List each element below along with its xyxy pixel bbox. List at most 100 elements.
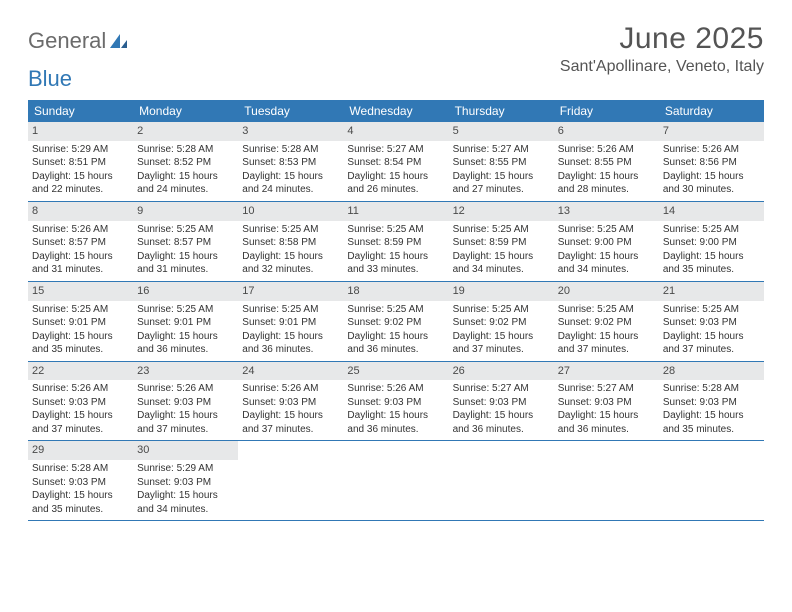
- sunset-line: Sunset: 9:03 PM: [32, 396, 129, 410]
- sunrise-line: Sunrise: 5:26 AM: [137, 382, 234, 396]
- day-body: Sunrise: 5:25 AMSunset: 9:01 PMDaylight:…: [133, 301, 238, 361]
- day-cell: 9Sunrise: 5:25 AMSunset: 8:57 PMDaylight…: [133, 202, 238, 281]
- sunrise-line: Sunrise: 5:28 AM: [663, 382, 760, 396]
- day-cell: [238, 441, 343, 520]
- daylight-line: Daylight: 15 hours and 34 minutes.: [558, 250, 655, 277]
- sunrise-line: Sunrise: 5:25 AM: [347, 223, 444, 237]
- day-number: 25: [343, 362, 448, 381]
- daylight-line: Daylight: 15 hours and 28 minutes.: [558, 170, 655, 197]
- weekday-header: Saturday: [659, 100, 764, 122]
- day-number: 14: [659, 202, 764, 221]
- sunset-line: Sunset: 9:03 PM: [242, 396, 339, 410]
- day-cell: 13Sunrise: 5:25 AMSunset: 9:00 PMDayligh…: [554, 202, 659, 281]
- sunrise-line: Sunrise: 5:28 AM: [137, 143, 234, 157]
- day-body: Sunrise: 5:27 AMSunset: 8:55 PMDaylight:…: [449, 141, 554, 201]
- daylight-line: Daylight: 15 hours and 37 minutes.: [453, 330, 550, 357]
- weekday-header: Thursday: [449, 100, 554, 122]
- day-body: Sunrise: 5:25 AMSunset: 8:59 PMDaylight:…: [343, 221, 448, 281]
- daylight-line: Daylight: 15 hours and 37 minutes.: [663, 330, 760, 357]
- calendar: SundayMondayTuesdayWednesdayThursdayFrid…: [28, 100, 764, 521]
- sunset-line: Sunset: 8:51 PM: [32, 156, 129, 170]
- sunrise-line: Sunrise: 5:25 AM: [663, 303, 760, 317]
- sunrise-line: Sunrise: 5:29 AM: [137, 462, 234, 476]
- day-cell: 8Sunrise: 5:26 AMSunset: 8:57 PMDaylight…: [28, 202, 133, 281]
- day-cell: 12Sunrise: 5:25 AMSunset: 8:59 PMDayligh…: [449, 202, 554, 281]
- day-cell: 28Sunrise: 5:28 AMSunset: 9:03 PMDayligh…: [659, 362, 764, 441]
- sunrise-line: Sunrise: 5:25 AM: [558, 303, 655, 317]
- daylight-line: Daylight: 15 hours and 36 minutes.: [137, 330, 234, 357]
- day-cell: 30Sunrise: 5:29 AMSunset: 9:03 PMDayligh…: [133, 441, 238, 520]
- daylight-line: Daylight: 15 hours and 30 minutes.: [663, 170, 760, 197]
- week-row: 1Sunrise: 5:29 AMSunset: 8:51 PMDaylight…: [28, 122, 764, 202]
- day-cell: 21Sunrise: 5:25 AMSunset: 9:03 PMDayligh…: [659, 282, 764, 361]
- weekday-header: Sunday: [28, 100, 133, 122]
- day-cell: [449, 441, 554, 520]
- sunset-line: Sunset: 9:02 PM: [558, 316, 655, 330]
- day-number: 19: [449, 282, 554, 301]
- sunrise-line: Sunrise: 5:25 AM: [347, 303, 444, 317]
- sunrise-line: Sunrise: 5:28 AM: [32, 462, 129, 476]
- sunset-line: Sunset: 8:56 PM: [663, 156, 760, 170]
- sunset-line: Sunset: 9:02 PM: [347, 316, 444, 330]
- weekday-header-row: SundayMondayTuesdayWednesdayThursdayFrid…: [28, 100, 764, 122]
- day-number: 11: [343, 202, 448, 221]
- day-cell: [554, 441, 659, 520]
- sunrise-line: Sunrise: 5:25 AM: [663, 223, 760, 237]
- sunrise-line: Sunrise: 5:27 AM: [453, 143, 550, 157]
- day-body: Sunrise: 5:25 AMSunset: 9:02 PMDaylight:…: [554, 301, 659, 361]
- sunrise-line: Sunrise: 5:26 AM: [347, 382, 444, 396]
- day-body: Sunrise: 5:25 AMSunset: 9:00 PMDaylight:…: [554, 221, 659, 281]
- day-number: 13: [554, 202, 659, 221]
- sunset-line: Sunset: 8:52 PM: [137, 156, 234, 170]
- day-number: 26: [449, 362, 554, 381]
- day-number: 30: [133, 441, 238, 460]
- day-number: 9: [133, 202, 238, 221]
- day-number: 8: [28, 202, 133, 221]
- day-number: 2: [133, 122, 238, 141]
- day-number: 16: [133, 282, 238, 301]
- daylight-line: Daylight: 15 hours and 24 minutes.: [137, 170, 234, 197]
- sunset-line: Sunset: 9:01 PM: [137, 316, 234, 330]
- daylight-line: Daylight: 15 hours and 24 minutes.: [242, 170, 339, 197]
- day-number: 27: [554, 362, 659, 381]
- sunset-line: Sunset: 9:03 PM: [663, 316, 760, 330]
- day-cell: 3Sunrise: 5:28 AMSunset: 8:53 PMDaylight…: [238, 122, 343, 201]
- sunset-line: Sunset: 8:55 PM: [558, 156, 655, 170]
- daylight-line: Daylight: 15 hours and 36 minutes.: [347, 330, 444, 357]
- day-number: 23: [133, 362, 238, 381]
- week-row: 22Sunrise: 5:26 AMSunset: 9:03 PMDayligh…: [28, 362, 764, 442]
- day-body: Sunrise: 5:25 AMSunset: 9:01 PMDaylight:…: [28, 301, 133, 361]
- day-body: Sunrise: 5:26 AMSunset: 9:03 PMDaylight:…: [343, 380, 448, 440]
- day-number: 20: [554, 282, 659, 301]
- daylight-line: Daylight: 15 hours and 31 minutes.: [32, 250, 129, 277]
- sunrise-line: Sunrise: 5:26 AM: [32, 382, 129, 396]
- daylight-line: Daylight: 15 hours and 34 minutes.: [453, 250, 550, 277]
- sunrise-line: Sunrise: 5:27 AM: [347, 143, 444, 157]
- daylight-line: Daylight: 15 hours and 33 minutes.: [347, 250, 444, 277]
- day-body: Sunrise: 5:26 AMSunset: 9:03 PMDaylight:…: [238, 380, 343, 440]
- day-number: 22: [28, 362, 133, 381]
- daylight-line: Daylight: 15 hours and 36 minutes.: [347, 409, 444, 436]
- day-cell: 4Sunrise: 5:27 AMSunset: 8:54 PMDaylight…: [343, 122, 448, 201]
- day-number: 15: [28, 282, 133, 301]
- daylight-line: Daylight: 15 hours and 36 minutes.: [558, 409, 655, 436]
- day-cell: 10Sunrise: 5:25 AMSunset: 8:58 PMDayligh…: [238, 202, 343, 281]
- sunrise-line: Sunrise: 5:28 AM: [242, 143, 339, 157]
- logo: General: [28, 22, 129, 54]
- day-cell: 1Sunrise: 5:29 AMSunset: 8:51 PMDaylight…: [28, 122, 133, 201]
- daylight-line: Daylight: 15 hours and 37 minutes.: [32, 409, 129, 436]
- daylight-line: Daylight: 15 hours and 34 minutes.: [137, 489, 234, 516]
- day-body: Sunrise: 5:27 AMSunset: 8:54 PMDaylight:…: [343, 141, 448, 201]
- sunset-line: Sunset: 9:02 PM: [453, 316, 550, 330]
- sunset-line: Sunset: 8:59 PM: [453, 236, 550, 250]
- day-body: Sunrise: 5:27 AMSunset: 9:03 PMDaylight:…: [554, 380, 659, 440]
- day-body: Sunrise: 5:28 AMSunset: 8:53 PMDaylight:…: [238, 141, 343, 201]
- day-number: 4: [343, 122, 448, 141]
- sunrise-line: Sunrise: 5:25 AM: [453, 223, 550, 237]
- week-row: 15Sunrise: 5:25 AMSunset: 9:01 PMDayligh…: [28, 282, 764, 362]
- daylight-line: Daylight: 15 hours and 35 minutes.: [663, 250, 760, 277]
- day-body: Sunrise: 5:26 AMSunset: 8:56 PMDaylight:…: [659, 141, 764, 201]
- location: Sant'Apollinare, Veneto, Italy: [560, 58, 764, 76]
- day-body: Sunrise: 5:25 AMSunset: 9:01 PMDaylight:…: [238, 301, 343, 361]
- title-block: June 2025 Sant'Apollinare, Veneto, Italy: [560, 22, 764, 76]
